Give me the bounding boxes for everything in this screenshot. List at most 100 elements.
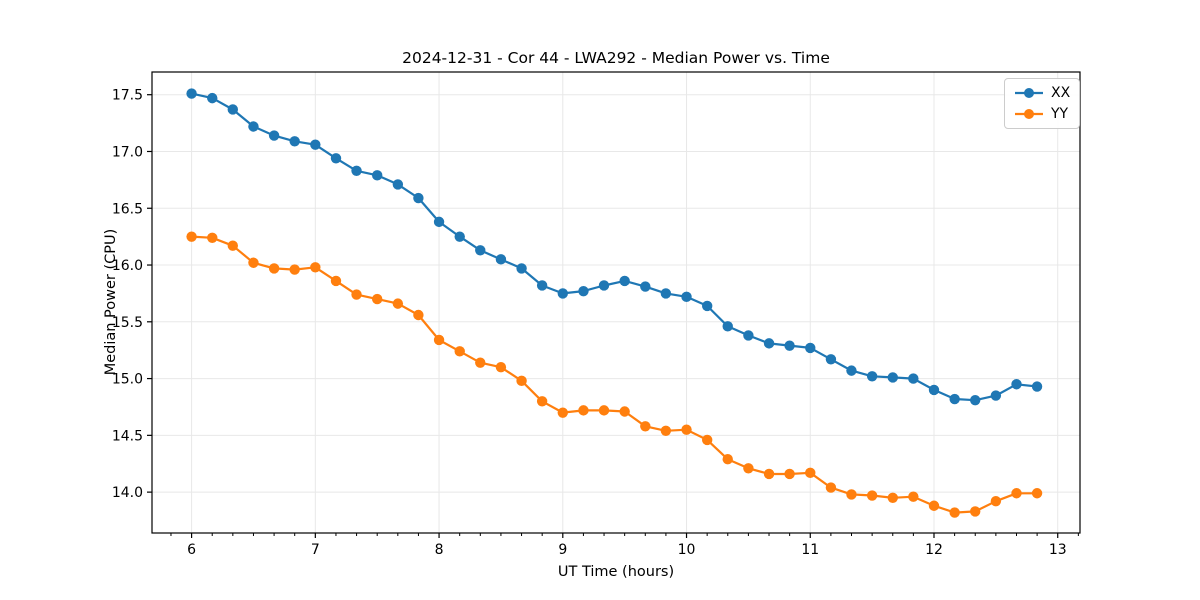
data-point-XX — [866, 371, 878, 382]
data-point-XX — [268, 130, 280, 141]
data-point-YY — [1011, 488, 1022, 499]
data-point-XX — [310, 139, 321, 150]
y-tick-label: 16.5 — [112, 201, 143, 217]
y-axis-label: Median Power (CPU) — [103, 228, 119, 376]
legend-label: XX — [1051, 85, 1071, 101]
data-point-YY — [887, 492, 898, 504]
data-point-YY — [578, 405, 589, 416]
data-point-XX — [475, 245, 486, 256]
data-point-YY — [619, 406, 630, 417]
data-point-YY — [1031, 488, 1043, 499]
data-point-YY — [557, 407, 568, 418]
data-point-XX — [805, 342, 816, 354]
legend: XX YY — [1004, 78, 1081, 129]
data-point-XX — [887, 372, 898, 383]
data-point-YY — [825, 482, 837, 493]
data-point-YY — [598, 405, 610, 416]
data-point-YY — [516, 375, 527, 387]
x-tick-label: 11 — [801, 542, 819, 558]
data-point-XX — [227, 104, 238, 115]
x-tick-label: 7 — [311, 542, 320, 558]
data-point-YY — [949, 507, 960, 518]
data-point-YY — [413, 309, 424, 321]
x-tick-label: 6 — [187, 542, 196, 558]
data-point-YY — [454, 346, 465, 357]
chart-title: 2024-12-31 - Cor 44 - LWA292 - Median Po… — [402, 49, 830, 67]
data-point-YY — [866, 490, 878, 501]
legend-item-XX: XX — [1014, 83, 1070, 103]
data-point-YY — [268, 263, 280, 274]
data-point-YY — [681, 424, 692, 435]
data-point-XX — [371, 170, 383, 181]
data-point-XX — [1011, 379, 1022, 390]
data-point-YY — [660, 425, 672, 437]
data-point-XX — [660, 288, 672, 299]
data-point-YY — [371, 293, 383, 305]
data-point-YY — [763, 468, 775, 480]
data-point-YY — [969, 506, 981, 517]
x-tick-label: 10 — [678, 542, 696, 558]
series-line-XX — [190, 92, 1039, 402]
legend-label: YY — [1051, 106, 1069, 122]
data-point-YY — [640, 421, 651, 432]
data-point-XX — [743, 330, 754, 341]
data-point-YY — [805, 467, 816, 479]
data-point-XX — [1031, 381, 1043, 392]
data-point-YY — [289, 264, 300, 275]
x-axis-label: UT Time (hours) — [557, 564, 675, 580]
data-point-YY — [990, 496, 1002, 507]
data-point-XX — [701, 300, 713, 312]
data-point-YY — [784, 468, 795, 480]
y-tick-label: 17.0 — [112, 144, 143, 160]
data-point-XX — [598, 280, 610, 291]
data-point-YY — [722, 453, 733, 465]
data-point-XX — [413, 192, 424, 204]
data-point-XX — [908, 373, 919, 384]
legend-marker-XX — [1015, 88, 1043, 98]
data-point-YY — [330, 275, 342, 287]
axes-frame — [151, 71, 1081, 534]
data-point-XX — [846, 365, 857, 376]
data-point-XX — [248, 121, 259, 132]
y-tick-label: 16.0 — [112, 258, 143, 274]
x-tick-label: 12 — [925, 542, 943, 558]
data-point-XX — [578, 285, 589, 297]
data-point-YY — [536, 396, 548, 407]
data-point-YY — [186, 231, 197, 242]
data-point-XX — [681, 291, 692, 303]
data-point-XX — [557, 288, 568, 299]
legend-marker-YY — [1015, 109, 1043, 119]
data-point-XX — [454, 231, 465, 242]
y-tick-label: 14.5 — [112, 428, 143, 444]
data-point-YY — [310, 262, 321, 273]
data-point-XX — [722, 321, 733, 332]
data-point-YY — [433, 334, 445, 346]
data-point-YY — [207, 232, 218, 243]
data-point-XX — [392, 179, 404, 190]
y-tick-label: 14.0 — [112, 485, 143, 501]
data-point-XX — [784, 340, 795, 351]
data-point-YY — [475, 357, 486, 368]
legend-item-YY: YY — [1014, 104, 1070, 124]
data-point-XX — [207, 92, 218, 104]
data-point-YY — [248, 257, 259, 268]
data-point-YY — [846, 489, 857, 500]
data-point-YY — [351, 289, 362, 300]
x-tick-label: 8 — [435, 542, 444, 558]
data-point-YY — [227, 240, 238, 251]
data-point-XX — [949, 393, 960, 405]
data-point-XX — [763, 338, 775, 349]
y-tick-label: 17.5 — [112, 88, 143, 104]
data-point-XX — [186, 88, 197, 99]
data-point-YY — [908, 491, 919, 502]
y-tick-label: 15.0 — [112, 372, 143, 388]
data-point-XX — [516, 263, 527, 274]
data-point-XX — [351, 165, 362, 176]
data-point-XX — [928, 384, 940, 396]
x-tick-label: 13 — [1049, 542, 1067, 558]
data-point-XX — [969, 394, 981, 406]
data-point-XX — [433, 216, 445, 228]
data-point-XX — [289, 136, 300, 147]
